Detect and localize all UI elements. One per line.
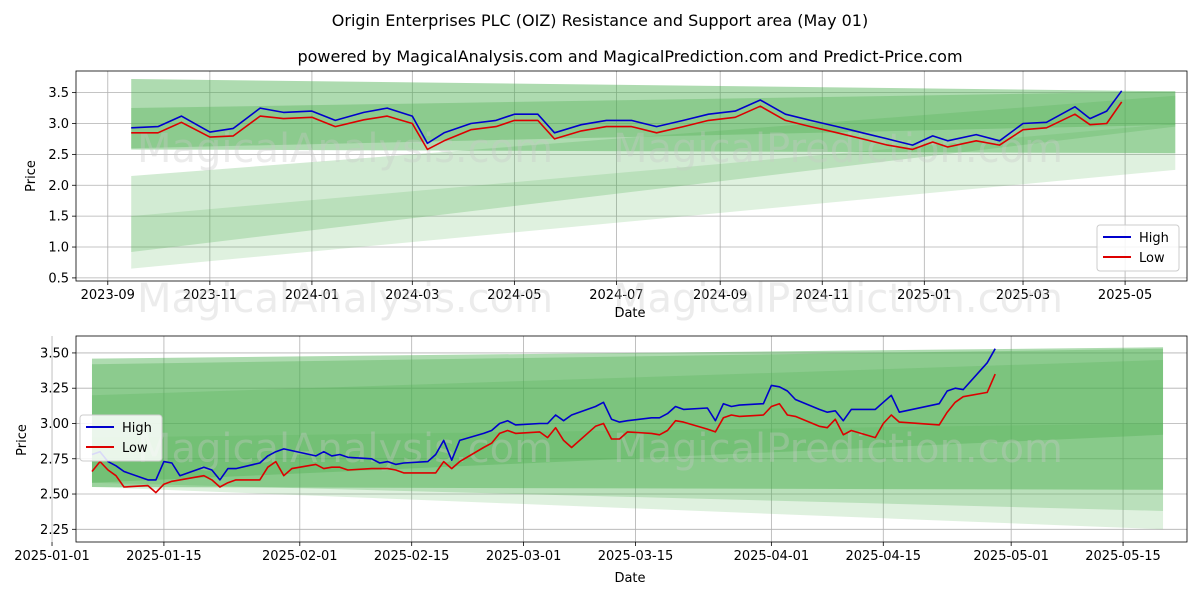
bottom-plot-area	[76, 336, 1187, 542]
bottom-band-3	[91, 359, 1164, 511]
bottom-xtick-label: 2025-04-15	[845, 549, 921, 564]
bottom-band-2	[91, 348, 1164, 483]
top-xtick-label: 2025-01	[897, 288, 951, 303]
bottom-watermark: MagicalPrediction.com	[613, 426, 1063, 472]
top-series-low-line	[131, 101, 1123, 151]
top-watermark: MagicalPrediction.com	[613, 276, 1063, 322]
top-ytick-label: 2.0	[48, 179, 69, 194]
top-ytick-label: 1.5	[48, 210, 69, 225]
top-xtick-label: 2023-09	[81, 288, 135, 303]
bottom-band-1	[91, 347, 1164, 490]
top-plot-area	[76, 71, 1187, 281]
bottom-xtick-label: 2025-05-15	[1085, 549, 1161, 564]
top-band-3	[131, 95, 1176, 252]
bottom-xtick-label: 2025-01-01	[14, 549, 90, 564]
top-xlabel: Date	[614, 306, 645, 321]
chart-subtitle: powered by MagicalAnalysis.com and Magic…	[297, 47, 962, 66]
bottom-xtick-label: 2025-03-15	[598, 549, 674, 564]
bottom-ytick-label: 2.25	[40, 523, 69, 538]
top-ylabel: Price	[24, 160, 39, 192]
bottom-series-high-line	[91, 348, 996, 481]
top-xtick-label: 2024-09	[693, 288, 747, 303]
top-watermark: MagicalAnalysis.com	[137, 126, 553, 172]
bottom-ytick-label: 2.75	[40, 452, 69, 467]
bottom-xtick-label: 2025-01-15	[126, 549, 202, 564]
top-watermark: MagicalAnalysis.com	[137, 276, 553, 322]
bottom-legend-label-high: High	[122, 421, 152, 436]
top-band-2	[131, 91, 1176, 149]
top-band-1	[131, 79, 1176, 154]
top-panel: 2023-09 2023-11 2024-01 2024-03 2024-05 2024-…	[24, 70, 1188, 322]
bottom-ytick-label: 3.25	[40, 382, 69, 397]
bottom-ylabel: Price	[15, 424, 30, 456]
top-ytick-label: 3.5	[48, 86, 69, 101]
bottom-watermark: MagicalAnalysis.com	[137, 426, 553, 472]
top-xtick-label: 2025-03	[996, 288, 1050, 303]
top-ytick-label: 2.5	[48, 148, 69, 163]
top-ytick-label: 3.0	[48, 117, 69, 132]
top-ytick-label: 0.5	[48, 271, 69, 286]
bottom-xtick-label: 2025-05-01	[973, 549, 1049, 564]
bottom-plot-frame	[75, 335, 1188, 543]
bottom-xtick-label: 2025-03-01	[486, 549, 562, 564]
top-legend-label-high: High	[1139, 231, 1169, 246]
bottom-ytick-label: 2.50	[40, 488, 69, 503]
top-xtick-label: 2024-03	[385, 288, 439, 303]
bottom-band-4	[91, 423, 1164, 530]
top-band-4	[131, 123, 1176, 269]
bottom-ytick-label: 3.00	[40, 417, 69, 432]
bottom-xtick-label: 2025-04-01	[734, 549, 810, 564]
top-plot-frame	[75, 70, 1188, 282]
top-xtick-label: 2024-11	[795, 288, 849, 303]
bottom-xlabel: Date	[614, 571, 645, 586]
top-legend-label-low: Low	[1139, 251, 1165, 266]
top-xtick-label: 2024-05	[487, 288, 541, 303]
top-xtick-label: 2024-07	[589, 288, 643, 303]
bottom-xtick-label: 2025-02-15	[374, 549, 450, 564]
bottom-ytick-label: 3.50	[40, 346, 69, 361]
top-ytick-label: 1.0	[48, 241, 69, 256]
top-series-high-line	[131, 90, 1123, 146]
bottom-series-low-line	[91, 373, 996, 494]
top-xtick-label: 2025-05	[1098, 288, 1152, 303]
chart-title: Origin Enterprises PLC (OIZ) Resistance …	[332, 11, 868, 30]
top-xtick-label: 2024-01	[285, 288, 339, 303]
bottom-panel: 2025-01-01 2025-01-15 2025-02-01 2025-02-15…	[14, 335, 1188, 586]
bottom-legend-label-low: Low	[122, 441, 148, 456]
top-xtick-label: 2023-11	[183, 288, 237, 303]
bottom-xtick-label: 2025-02-01	[262, 549, 338, 564]
